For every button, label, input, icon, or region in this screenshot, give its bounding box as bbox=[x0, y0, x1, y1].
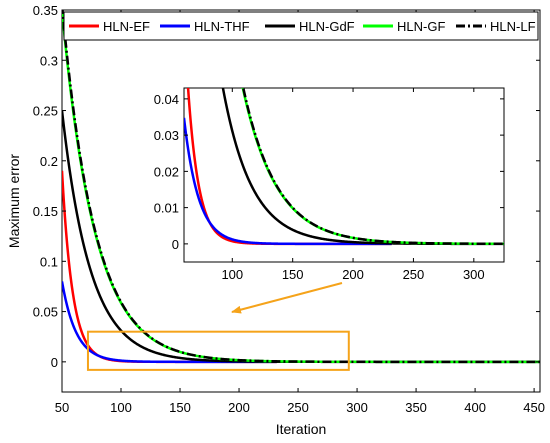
main-series-hln-lf bbox=[62, 10, 540, 364]
y-tick-label: 0.1 bbox=[40, 254, 58, 269]
x-tick-label: 150 bbox=[169, 400, 191, 415]
main-x-ticks: 50 100 150 200 250 300 350 400 450 bbox=[55, 10, 545, 415]
inset-y-ticks: 0 0.01 0.02 0.03 0.04 bbox=[154, 92, 504, 252]
x-tick-label: 300 bbox=[346, 400, 368, 415]
inset-x-tick-label: 300 bbox=[463, 267, 485, 282]
x-tick-label: 100 bbox=[110, 400, 132, 415]
x-tick-label: 200 bbox=[228, 400, 250, 415]
y-tick-label: 0.05 bbox=[33, 305, 58, 320]
inset-plot-area bbox=[183, 87, 505, 263]
y-axis-label: Maximum error bbox=[6, 154, 22, 248]
legend-box bbox=[63, 11, 539, 41]
x-tick-label: 50 bbox=[55, 400, 69, 415]
inset-y-tick-label: 0.04 bbox=[154, 92, 179, 107]
inset-x-tick-label: 250 bbox=[403, 267, 425, 282]
legend-label-hln-gf: HLN-GF bbox=[397, 19, 445, 34]
y-tick-label: 0.25 bbox=[33, 104, 58, 119]
x-tick-label: 350 bbox=[405, 400, 427, 415]
inset-y-tick-label: 0.02 bbox=[154, 164, 179, 179]
x-axis-label: Iteration bbox=[276, 421, 327, 437]
inset-series-hln-lf bbox=[242, 88, 504, 246]
y-tick-label: 0.2 bbox=[40, 154, 58, 169]
inset-y-tick-label: 0.01 bbox=[154, 201, 179, 216]
inset-x-tick-label: 200 bbox=[342, 267, 364, 282]
inset-series-hln-thf bbox=[184, 117, 393, 246]
main-lines bbox=[62, 10, 540, 364]
y-tick-label: 0 bbox=[51, 355, 58, 370]
inset-y-tick-label: 0.03 bbox=[154, 128, 179, 143]
main-y-ticks: 0 0.05 0.1 0.15 0.2 0.25 0.3 0.35 bbox=[33, 3, 540, 370]
legend: HLN-EF HLN-THF HLN-GdF HLN-GF HLN-LF bbox=[63, 11, 539, 41]
x-tick-label: 450 bbox=[523, 400, 545, 415]
legend-label-hln-lf: HLN-LF bbox=[490, 19, 536, 34]
legend-label-hln-ef: HLN-EF bbox=[103, 19, 150, 34]
zoom-arrow bbox=[231, 282, 343, 314]
y-tick-label: 0.3 bbox=[40, 53, 58, 68]
inset-plot: 100 150 200 250 300 0 0.01 0.02 0.03 0.04 bbox=[154, 87, 505, 282]
legend-label-hln-gdf: HLN-GdF bbox=[299, 19, 355, 34]
legend-label-hln-thf: HLN-THF bbox=[194, 19, 250, 34]
y-tick-label: 0.35 bbox=[33, 3, 58, 18]
inset-y-tick-label: 0 bbox=[172, 237, 179, 252]
x-tick-label: 250 bbox=[287, 400, 309, 415]
inset-x-tick-label: 150 bbox=[282, 267, 304, 282]
x-tick-label: 400 bbox=[464, 400, 486, 415]
inset-lines bbox=[184, 88, 504, 246]
inset-x-tick-label: 100 bbox=[221, 267, 243, 282]
inset-x-ticks: 100 150 200 250 300 bbox=[221, 88, 485, 282]
zoom-box bbox=[86, 330, 350, 371]
y-tick-label: 0.15 bbox=[33, 204, 58, 219]
